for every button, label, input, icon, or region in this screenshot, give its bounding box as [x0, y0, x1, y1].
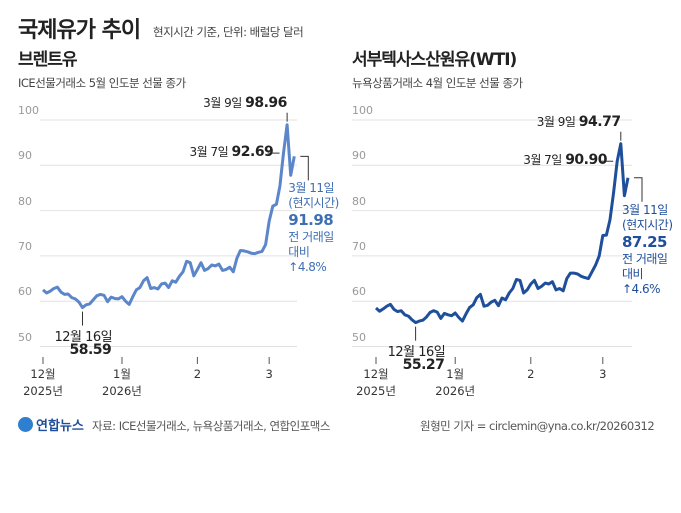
last-arrow	[300, 155, 309, 181]
y-tick-label: 70	[352, 239, 366, 253]
low-date: 12월 16일	[387, 344, 446, 360]
last-value: 87.25	[622, 232, 667, 251]
x-tick-label: 3	[599, 367, 607, 381]
y-tick-label: 90	[352, 149, 366, 163]
yonhap-logo: 연합뉴스	[18, 415, 84, 434]
last-note: (현지시간)	[622, 217, 673, 232]
peak-label: 3월 9일 98.96	[203, 94, 287, 111]
mar7-value: 92.69	[231, 144, 274, 161]
change-value: ↑4.6%	[622, 281, 661, 296]
x-tick-label: 2	[527, 367, 535, 381]
y-tick-label: 60	[352, 285, 366, 299]
x-tick-label: 1월	[446, 367, 465, 381]
change-label: 전 거래일	[288, 230, 334, 245]
y-tick-label: 100	[18, 104, 39, 117]
x-tick-label: 12월	[363, 367, 389, 381]
price-line	[375, 142, 630, 325]
wti-subtitle: 뉴욕상품거래소 4월 인도분 선물 종가	[352, 76, 523, 90]
x-tick-year: 2025년	[23, 384, 63, 398]
logo-text: 연합뉴스	[36, 419, 84, 434]
y-tick-label: 100	[352, 104, 373, 117]
y-tick-label: 90	[18, 149, 32, 163]
last-note: (현지시간)	[288, 196, 339, 211]
page-title: 국제유가 추이	[18, 18, 141, 43]
x-tick-year: 2026년	[102, 384, 142, 398]
x-tick-year: 2025년	[356, 384, 396, 398]
peak-value: 98.96	[245, 94, 287, 111]
last-date: 3월 11일	[622, 202, 668, 217]
peak-label: 3월 9일 94.77	[537, 113, 621, 130]
brent-title: 브렌트유	[18, 50, 78, 70]
source-text: 자료: ICE선물거래소, 뉴욕상품거래소, 연합인포맥스	[92, 419, 330, 433]
peak-date: 3월 9일	[203, 95, 242, 110]
y-tick-label: 60	[18, 285, 32, 299]
x-tick-label: 12월	[30, 367, 56, 381]
low-value: 58.59	[69, 341, 112, 358]
y-tick-label: 80	[352, 194, 366, 208]
mar7-date: 3월 7일	[523, 153, 562, 168]
last-value-block: 3월 11일 (현지시간) 87.25 전 거래일 대비 ↑4.6%	[622, 203, 673, 297]
mar7-value: 90.90	[565, 152, 607, 169]
peak-date: 3월 9일	[536, 114, 576, 129]
change-label: 전 거래일	[622, 251, 668, 266]
x-tick-year: 2026년	[435, 384, 476, 398]
low-date: 12월 16일	[54, 329, 113, 345]
mar7-label: 3월 7일 90.90	[523, 151, 607, 168]
mar7-label: 3월 7일 92.69	[190, 143, 274, 160]
y-tick-label: 50	[352, 330, 366, 344]
x-tick-label: 3	[265, 367, 273, 381]
last-value: 91.98	[288, 211, 334, 230]
mar7-date: 3월 7일	[189, 145, 229, 160]
x-tick-label: 2	[193, 367, 202, 381]
y-tick-label: 80	[18, 194, 32, 208]
brent-subtitle: ICE선물거래소 5월 인도분 선물 종가	[18, 76, 186, 90]
change-value: ↑4.8%	[288, 260, 327, 275]
credit-text: 원형민 기자 = circlemin@yna.co.kr/20260312	[420, 419, 655, 433]
y-tick-label: 70	[18, 239, 32, 253]
peak-value: 94.77	[578, 113, 621, 130]
page-subtitle: 현지시간 기준, 단위: 배럴당 달러	[153, 25, 304, 39]
y-tick-label: 50	[18, 330, 32, 344]
logo-icon	[18, 417, 33, 432]
last-date: 3월 11일	[288, 181, 335, 196]
change-label-2: 대비	[622, 266, 644, 281]
low-value: 55.27	[402, 356, 445, 373]
wti-title: 서부텍사스산원유(WTI)	[352, 50, 517, 70]
change-label-2: 대비	[288, 245, 310, 260]
last-arrow	[634, 177, 643, 202]
last-value-block: 3월 11일 (현지시간) 91.98 전 거래일 대비 ↑4.8%	[288, 181, 339, 275]
x-tick-label: 1월	[113, 367, 131, 381]
